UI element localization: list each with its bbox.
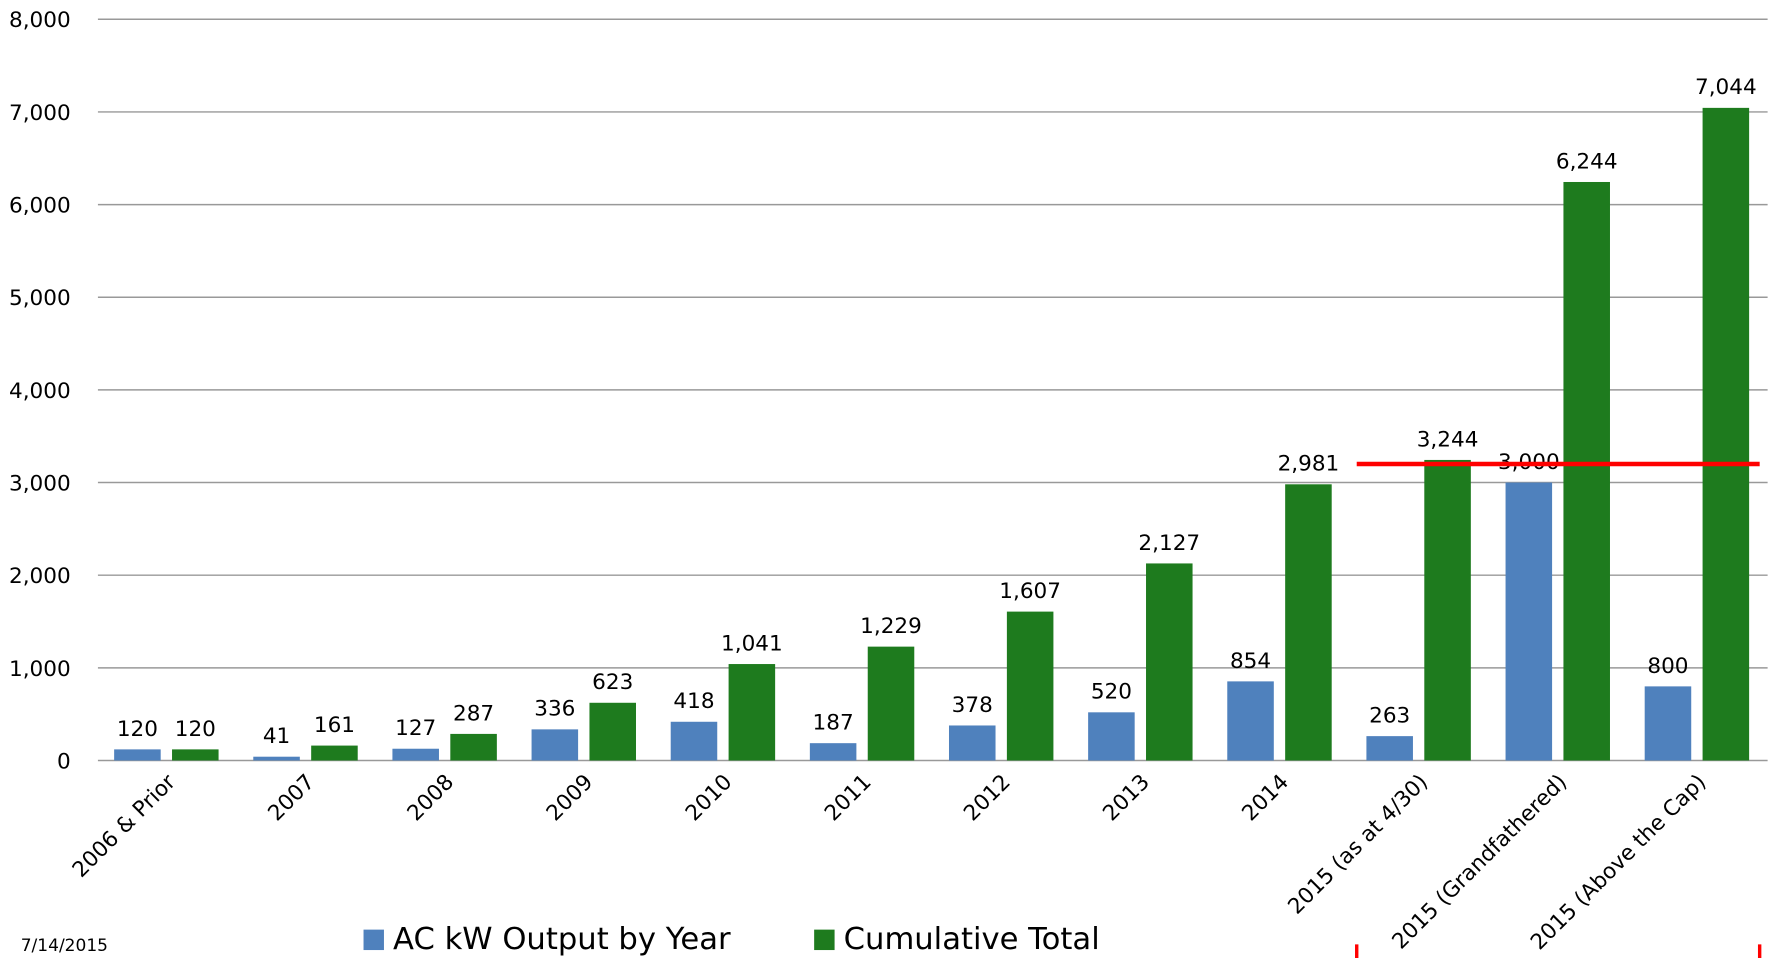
value-label: 127 [395, 716, 436, 741]
y-tick-label: 1,000 [9, 657, 71, 682]
bar [114, 749, 161, 761]
value-label: 854 [1230, 649, 1271, 674]
bar [172, 749, 219, 761]
value-label: 2,981 [1278, 452, 1340, 477]
legend-label: Cumulative Total [844, 922, 1100, 957]
value-label: 7,044 [1695, 75, 1757, 100]
x-tick-label: 2011 [820, 770, 876, 826]
value-label: 263 [1369, 704, 1410, 729]
bar [809, 743, 857, 761]
bar [589, 702, 636, 761]
bar [1227, 681, 1274, 761]
value-label: 800 [1647, 654, 1688, 679]
y-tick-label: 8,000 [9, 8, 71, 33]
bar [1088, 712, 1135, 761]
y-tick-label: 2,000 [9, 564, 71, 589]
legend-swatch [363, 929, 384, 951]
value-label: 418 [673, 689, 714, 714]
value-label: 2,127 [1138, 531, 1200, 556]
x-tick-label: 2012 [959, 770, 1015, 826]
bar [1146, 563, 1193, 761]
bar [670, 721, 718, 761]
value-label: 1,607 [999, 579, 1061, 604]
bar [1644, 686, 1692, 761]
value-label: 520 [1091, 680, 1132, 705]
bar [1285, 484, 1332, 761]
bar [948, 725, 996, 761]
legend-swatch [814, 929, 835, 951]
x-tick-label: 2015 (as at 4/30) [1283, 770, 1433, 920]
bar [1424, 459, 1471, 761]
bar [867, 646, 915, 761]
value-label: 3,244 [1417, 427, 1479, 452]
y-tick-label: 0 [57, 749, 71, 774]
bar [1006, 611, 1054, 761]
bar [450, 733, 497, 761]
bar [253, 756, 300, 761]
bar [728, 664, 776, 761]
value-label: 336 [534, 697, 575, 722]
bar [1702, 107, 1750, 761]
x-tick-label: 2008 [403, 770, 459, 826]
value-label: 6,244 [1556, 149, 1618, 174]
x-tick-label: 2009 [542, 770, 598, 826]
value-label: 378 [952, 693, 993, 718]
y-tick-label: 6,000 [9, 194, 71, 219]
x-tick-label: 2007 [263, 770, 319, 826]
x-tick-label: 2014 [1237, 770, 1293, 826]
date-label: 7/14/2015 [21, 936, 108, 956]
x-tick-label: 2006 & Prior [68, 770, 181, 883]
y-tick-label: 7,000 [9, 101, 71, 126]
bar [1366, 736, 1413, 761]
value-label: 1,229 [860, 614, 922, 639]
bar [1505, 482, 1553, 761]
value-label: 120 [117, 717, 158, 742]
bar [311, 745, 358, 761]
bar [531, 729, 579, 761]
value-label: 41 [263, 724, 290, 749]
value-label: 161 [314, 713, 355, 738]
value-label: 120 [175, 717, 216, 742]
y-tick-label: 4,000 [9, 379, 71, 404]
value-label: 287 [453, 701, 494, 726]
legend-label: AC kW Output by Year [393, 922, 731, 957]
y-tick-label: 5,000 [9, 286, 71, 311]
value-label: 1,041 [721, 631, 783, 656]
bar [392, 748, 439, 761]
x-tick-label: 2013 [1098, 770, 1154, 826]
value-label: 187 [813, 711, 854, 736]
value-label: 623 [592, 670, 633, 695]
bar [1563, 181, 1610, 761]
y-tick-label: 3,000 [9, 471, 71, 496]
x-tick-label: 2010 [681, 770, 737, 826]
